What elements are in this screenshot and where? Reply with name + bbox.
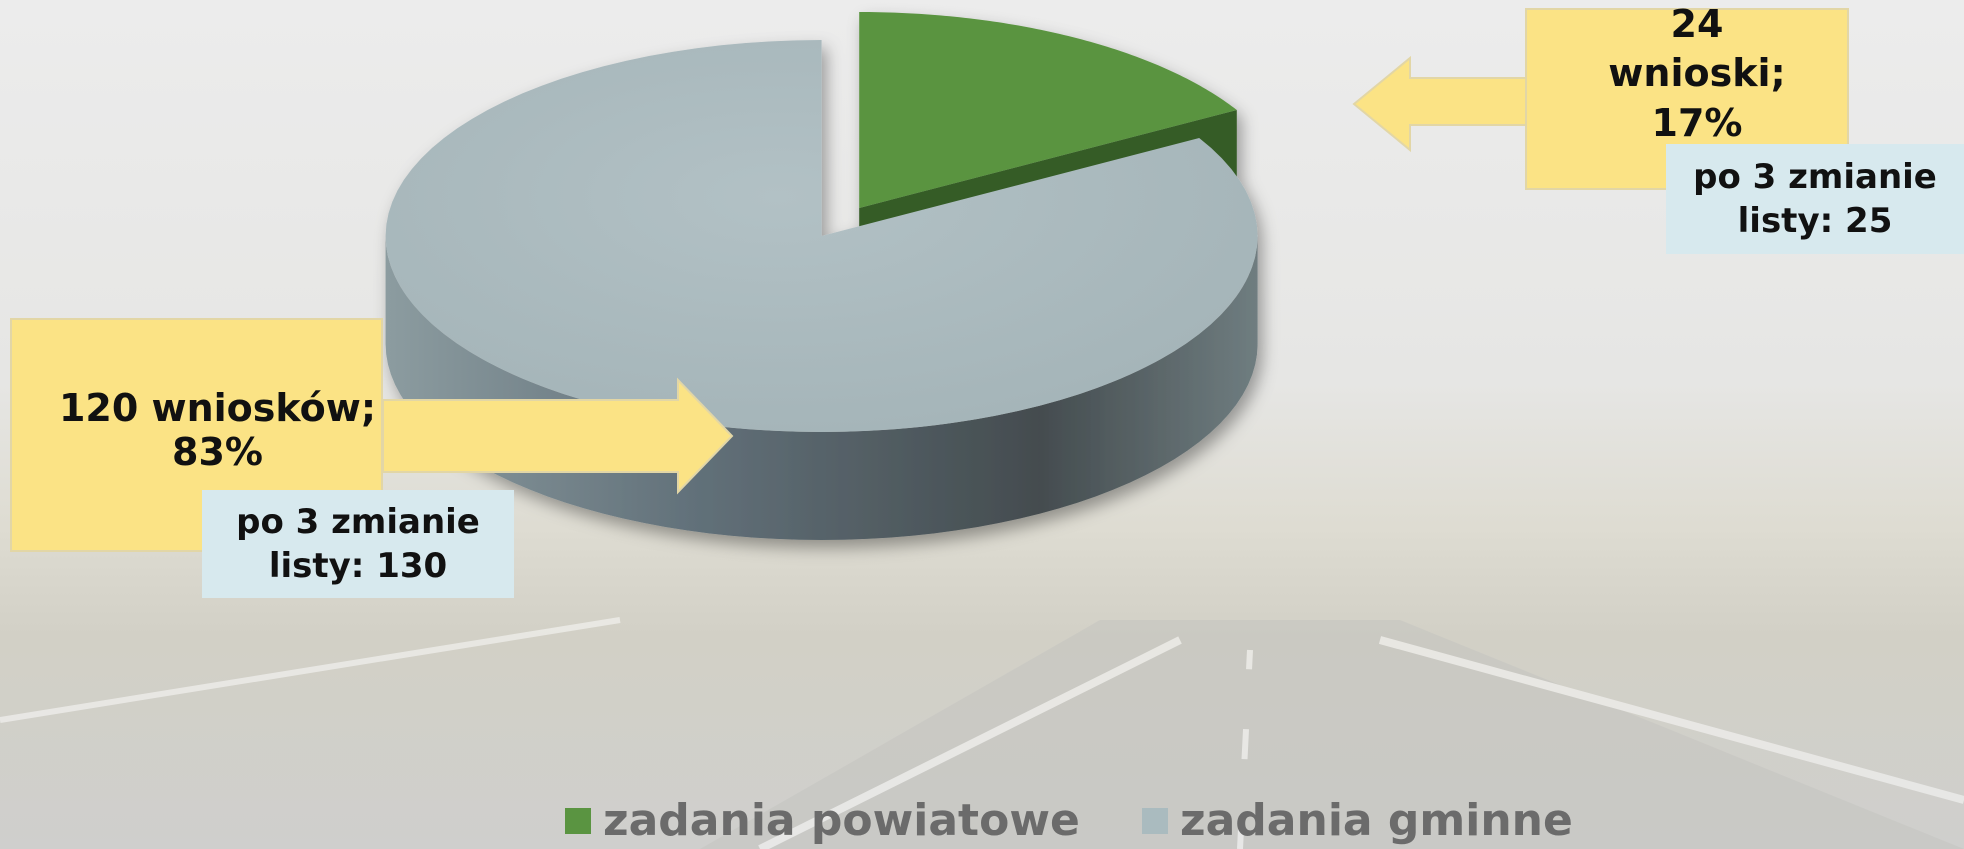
legend-label: zadania gminne <box>1180 795 1573 846</box>
data-label: 24 wnioski; 17% <box>1587 0 1807 148</box>
page: 120 wniosków; 83% po 3 zmianie listy: 13… <box>0 0 1964 849</box>
annotation: po 3 zmianie listy: 25 <box>1666 144 1964 254</box>
legend-swatch <box>1142 808 1168 834</box>
data-label: 120 wniosków; 83% <box>54 386 381 474</box>
legend-swatch <box>565 808 591 834</box>
legend-label: zadania powiatowe <box>603 795 1080 846</box>
legend-item: zadania powiatowe <box>565 795 1080 846</box>
callout-arrow <box>1354 58 1527 150</box>
annotation: po 3 zmianie listy: 130 <box>202 490 514 598</box>
legend-item: zadania gminne <box>1142 795 1573 846</box>
